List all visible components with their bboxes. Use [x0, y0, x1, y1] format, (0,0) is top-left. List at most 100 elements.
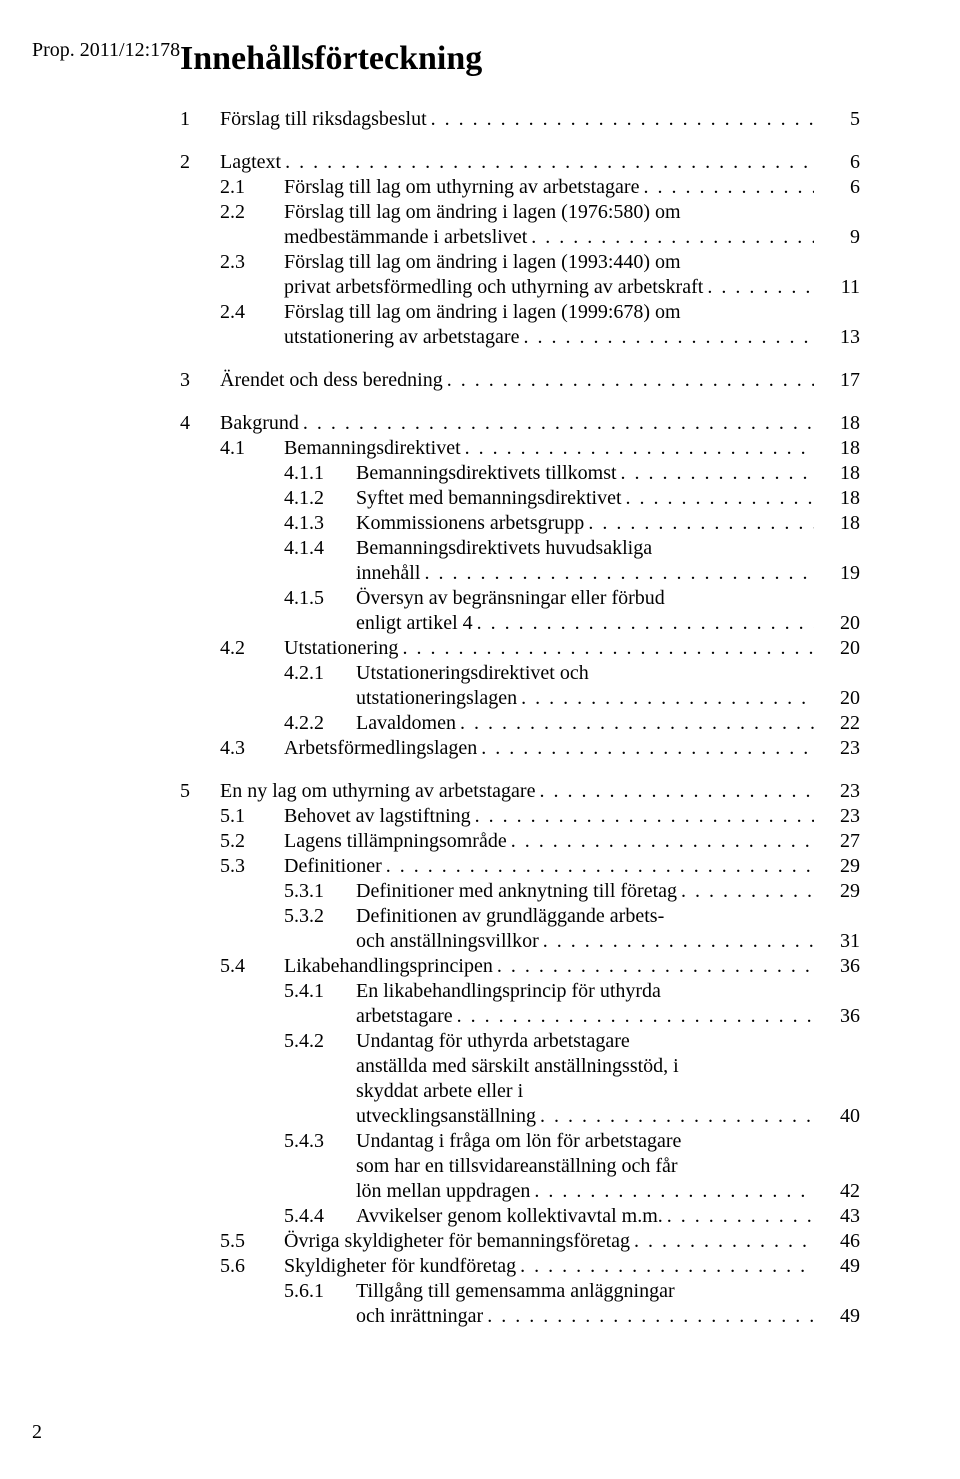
toc-number: 5.4.2	[284, 1029, 356, 1054]
toc-entry-cont: som har en tillsvidareanställning och få…	[180, 1154, 860, 1179]
toc-number: 5.4.3	[284, 1129, 356, 1154]
toc-title: Skyldigheter för kundföretag	[284, 1255, 520, 1277]
toc-title: utstationering av arbetstagare	[284, 326, 523, 348]
toc-title: Förslag till lag om ändring i lagen (199…	[284, 301, 685, 323]
toc-page: 23	[814, 736, 860, 761]
toc-entry: 5.4.1 En likabehandlingsprincip för uthy…	[180, 979, 860, 1004]
page-title: Innehållsförteckning	[180, 38, 860, 81]
toc-title: Definitionen av grundläggande arbets-	[356, 905, 668, 927]
toc-entry: 5.4.3 Undantag i fråga om lön för arbets…	[180, 1129, 860, 1154]
toc-entry: 4.1.2 Syftet med bemanningsdirektivet 18	[180, 486, 860, 511]
toc-page: 20	[814, 636, 860, 661]
toc-title: Bemanningsdirektivet	[284, 437, 465, 459]
toc-title: Utstationeringsdirektivet och	[356, 662, 593, 684]
toc-title: Behovet av lagstiftning	[284, 805, 475, 827]
toc-entry: 2.3 Förslag till lag om ändring i lagen …	[180, 250, 860, 275]
toc-number: 5.6.1	[284, 1279, 356, 1304]
toc-entry: 5.3.2 Definitionen av grundläggande arbe…	[180, 904, 860, 929]
toc-title: Kommissionens arbetsgrupp	[356, 512, 588, 534]
toc-entry: 5.1 Behovet av lagstiftning 23	[180, 804, 860, 829]
toc-page: 29	[814, 879, 860, 904]
toc-entry-cont: innehåll 19	[180, 561, 860, 586]
toc-number: 4.1.2	[284, 486, 356, 511]
toc-page: 18	[814, 511, 860, 536]
toc-number: 5.2	[220, 829, 284, 854]
toc-title: Likabehandlingsprincipen	[284, 955, 497, 977]
toc-page: 20	[814, 686, 860, 711]
toc-number: 4	[180, 411, 220, 436]
toc-title: Bakgrund	[220, 412, 303, 434]
toc-number: 2.3	[220, 250, 284, 275]
toc-entry-cont: anställda med särskilt anställningsstöd,…	[180, 1054, 860, 1079]
toc-title: Undantag för uthyrda arbetstagare	[356, 1030, 634, 1052]
toc-title: Utstationering	[284, 637, 402, 659]
toc-number: 5.4	[220, 954, 284, 979]
toc-page: 13	[814, 325, 860, 350]
toc-title: arbetstagare	[356, 1005, 457, 1027]
toc-entry: 4.1.4 Bemanningsdirektivets huvudsakliga	[180, 536, 860, 561]
toc-title: Bemanningsdirektivets tillkomst	[356, 462, 621, 484]
toc-title: Ärendet och dess beredning	[220, 369, 447, 391]
toc-number: 5.6	[220, 1254, 284, 1279]
toc-number: 5.5	[220, 1229, 284, 1254]
toc-entry: 2.4 Förslag till lag om ändring i lagen …	[180, 300, 860, 325]
toc-number: 5.3	[220, 854, 284, 879]
toc-entry-cont: och anställningsvillkor 31	[180, 929, 860, 954]
toc-page: 31	[814, 929, 860, 954]
toc-entry: 4.2.2 Lavaldomen 22	[180, 711, 860, 736]
page-number: 2	[32, 1420, 42, 1445]
toc-entry-cont: enligt artikel 4 20	[180, 611, 860, 636]
toc-entry: 5.4.2 Undantag för uthyrda arbetstagare	[180, 1029, 860, 1054]
toc-entry-cont: utstationeringslagen 20	[180, 686, 860, 711]
toc-entry-cont: skyddat arbete eller i	[180, 1079, 860, 1104]
toc-number: 4.2.1	[284, 661, 356, 686]
toc-entry-cont: privat arbetsförmedling och uthyrning av…	[180, 275, 860, 300]
toc-entry-cont: lön mellan uppdragen 42	[180, 1179, 860, 1204]
toc-title: Förslag till lag om uthyrning av arbetst…	[284, 176, 643, 198]
toc-number: 2	[180, 150, 220, 175]
toc-page: 18	[814, 411, 860, 436]
toc-title: Tillgång till gemensamma anläggningar	[356, 1280, 679, 1302]
toc-number: 4.2	[220, 636, 284, 661]
toc-entry: 5.4 Likabehandlingsprincipen 36	[180, 954, 860, 979]
toc-number: 2.1	[220, 175, 284, 200]
toc-entry: 4.1.3 Kommissionens arbetsgrupp 18	[180, 511, 860, 536]
toc-title: utstationeringslagen	[356, 687, 521, 709]
toc-entry: 5.6.1 Tillgång till gemensamma anläggnin…	[180, 1279, 860, 1304]
toc-page: 6	[814, 150, 860, 175]
toc-page: 19	[814, 561, 860, 586]
toc-page: 20	[814, 611, 860, 636]
toc-page: 17	[814, 368, 860, 393]
toc-entry-cont: utstationering av arbetstagare 13	[180, 325, 860, 350]
toc-title: Förslag till riksdagsbeslut	[220, 108, 431, 130]
toc-title: privat arbetsförmedling och uthyrning av…	[284, 276, 707, 298]
toc-page: 6	[814, 175, 860, 200]
toc-title: och inrättningar	[356, 1305, 487, 1327]
toc-number: 4.1.3	[284, 511, 356, 536]
toc-number: 4.1.5	[284, 586, 356, 611]
toc-title: Avvikelser genom kollektivavtal m.m.	[356, 1205, 667, 1227]
toc-entry: 5.3.1 Definitioner med anknytning till f…	[180, 879, 860, 904]
toc-entry: 5.3 Definitioner 29	[180, 854, 860, 879]
toc-entry: 4 Bakgrund 18	[180, 411, 860, 436]
toc-number: 2.4	[220, 300, 284, 325]
toc-number: 5	[180, 779, 220, 804]
toc-number: 4.1	[220, 436, 284, 461]
toc-title: Övriga skyldigheter för bemanningsföreta…	[284, 1230, 634, 1252]
toc-page: 22	[814, 711, 860, 736]
toc-title: Syftet med bemanningsdirektivet	[356, 487, 626, 509]
toc-page: 5	[814, 107, 860, 132]
toc-number: 4.1.4	[284, 536, 356, 561]
toc-entry-cont: arbetstagare 36	[180, 1004, 860, 1029]
toc-entry: 5.6 Skyldigheter för kundföretag 49	[180, 1254, 860, 1279]
toc-page: 9	[814, 225, 860, 250]
toc-page: 23	[814, 779, 860, 804]
toc-number: 5.3.2	[284, 904, 356, 929]
toc-title: lön mellan uppdragen	[356, 1180, 534, 1202]
toc-entry: 1 Förslag till riksdagsbeslut 5	[180, 107, 860, 132]
toc-page: 40	[814, 1104, 860, 1129]
toc-number: 3	[180, 368, 220, 393]
toc-title: Lavaldomen	[356, 712, 460, 734]
toc-title: En likabehandlingsprincip för uthyrda	[356, 980, 665, 1002]
toc-number: 4.2.2	[284, 711, 356, 736]
